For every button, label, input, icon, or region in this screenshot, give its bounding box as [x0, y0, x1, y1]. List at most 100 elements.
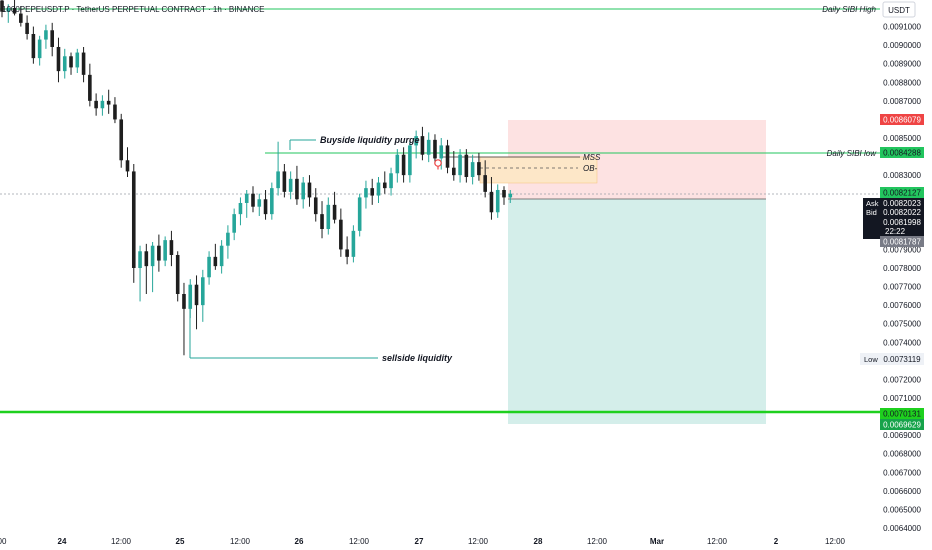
candle-body[interactable]: [502, 189, 506, 198]
currency-button-bg[interactable]: [882, 1, 916, 18]
candle-body[interactable]: [207, 256, 211, 278]
candle-body[interactable]: [175, 254, 180, 294]
candle-body[interactable]: [458, 154, 462, 176]
candle-body[interactable]: [426, 139, 431, 155]
candle-body[interactable]: [470, 162, 475, 177]
candle-body[interactable]: [56, 46, 61, 72]
candle-body[interactable]: [370, 188, 375, 196]
candle-body[interactable]: [144, 251, 149, 267]
candle-body[interactable]: [464, 154, 469, 177]
candle-body[interactable]: [169, 240, 174, 255]
candle-body[interactable]: [270, 188, 274, 215]
candle-body[interactable]: [125, 160, 130, 172]
candle-body[interactable]: [251, 193, 255, 207]
candle-body[interactable]: [477, 162, 481, 176]
candle-body[interactable]: [483, 175, 487, 192]
time-tick-label: 2: [774, 537, 779, 546]
candle-body[interactable]: [94, 100, 98, 109]
candle-body[interactable]: [106, 100, 111, 105]
candle-body[interactable]: [345, 249, 349, 257]
candle-body[interactable]: [244, 193, 249, 203]
candle-body[interactable]: [81, 52, 86, 75]
candle-body[interactable]: [62, 56, 67, 72]
candle-body[interactable]: [119, 119, 124, 161]
candle-body[interactable]: [188, 284, 193, 309]
candle-body[interactable]: [508, 193, 513, 198]
candle-body[interactable]: [263, 199, 268, 215]
candle-body[interactable]: [113, 104, 117, 120]
candle-body[interactable]: [439, 145, 444, 159]
candle-body[interactable]: [282, 171, 287, 192]
take-profit-zone[interactable]: [508, 199, 766, 424]
candle-body[interactable]: [320, 214, 324, 229]
time-tick-label: 12:00: [707, 537, 728, 546]
candle-body[interactable]: [445, 145, 450, 168]
candle-body[interactable]: [201, 277, 205, 306]
candle-body[interactable]: [389, 173, 393, 189]
candle-body[interactable]: [326, 204, 331, 229]
candle-body[interactable]: [489, 191, 494, 213]
alert-pin-icon[interactable]: [434, 159, 442, 170]
candle-body[interactable]: [157, 245, 161, 261]
candle-body[interactable]: [351, 230, 356, 257]
candle-body[interactable]: [376, 182, 381, 196]
candle-body[interactable]: [19, 13, 23, 23]
currency-button[interactable]: USDT: [888, 6, 910, 15]
candle-body[interactable]: [307, 182, 312, 198]
candle-body[interactable]: [257, 199, 262, 207]
candle-body[interactable]: [295, 178, 299, 200]
candle-body[interactable]: [37, 39, 42, 59]
candle-body[interactable]: [232, 214, 236, 233]
candle-body[interactable]: [357, 197, 362, 231]
candle-body[interactable]: [301, 182, 305, 200]
candle-body[interactable]: [395, 154, 400, 174]
candle-body[interactable]: [382, 182, 387, 189]
time-tick-label: 12:00: [111, 537, 132, 546]
candle-body[interactable]: [88, 74, 92, 101]
candle-body[interactable]: [433, 139, 437, 159]
time-tick-label: 25: [176, 537, 185, 546]
candle-body[interactable]: [75, 52, 80, 68]
time-tick-label: 27: [415, 537, 424, 546]
countdown: 22:22: [885, 227, 906, 236]
price-axis[interactable]: 0.0091000 0.0090000 0.0089000 0.0088000 0.00…: [883, 23, 921, 533]
grey-price-tag: 0.0081787: [883, 238, 921, 247]
candle-body[interactable]: [50, 30, 54, 47]
candle-body[interactable]: [414, 136, 418, 146]
candle-body[interactable]: [12, 7, 17, 14]
candle-body[interactable]: [339, 219, 343, 250]
candle-body[interactable]: [420, 136, 425, 155]
candle-body[interactable]: [31, 33, 36, 59]
candle-body[interactable]: [408, 145, 412, 176]
candle-body[interactable]: [0, 0, 4, 12]
candle-body[interactable]: [495, 189, 500, 213]
candle-body[interactable]: [276, 171, 280, 189]
candle-body[interactable]: [131, 171, 136, 268]
candle-body[interactable]: [194, 284, 199, 306]
candle-body[interactable]: [313, 197, 318, 215]
candle-body[interactable]: [150, 245, 155, 267]
candle-body[interactable]: [6, 7, 11, 12]
ask-price: 0.0082023: [883, 199, 921, 208]
time-axis[interactable]: 00 24 12:00 25 12:00 26 12:00 27 12:00 28 12:00 Mar…: [0, 537, 846, 546]
candle-body[interactable]: [452, 167, 456, 176]
candle-body[interactable]: [226, 232, 230, 246]
candle-body[interactable]: [69, 56, 73, 68]
candle-body[interactable]: [100, 100, 105, 109]
candle-body[interactable]: [288, 178, 293, 192]
candle-body[interactable]: [364, 188, 368, 198]
candle-body[interactable]: [401, 154, 406, 176]
candle-body[interactable]: [213, 256, 218, 267]
candle-body[interactable]: [332, 204, 337, 220]
candle-body[interactable]: [182, 293, 186, 309]
candle-body[interactable]: [163, 240, 167, 261]
candle-body[interactable]: [238, 202, 243, 215]
candle-body[interactable]: [44, 30, 48, 40]
candle-body[interactable]: [138, 251, 142, 268]
order-block-zone[interactable]: [479, 156, 598, 184]
time-tick-label: 12:00: [230, 537, 251, 546]
candle-body[interactable]: [219, 245, 224, 267]
candle-body[interactable]: [25, 22, 29, 34]
